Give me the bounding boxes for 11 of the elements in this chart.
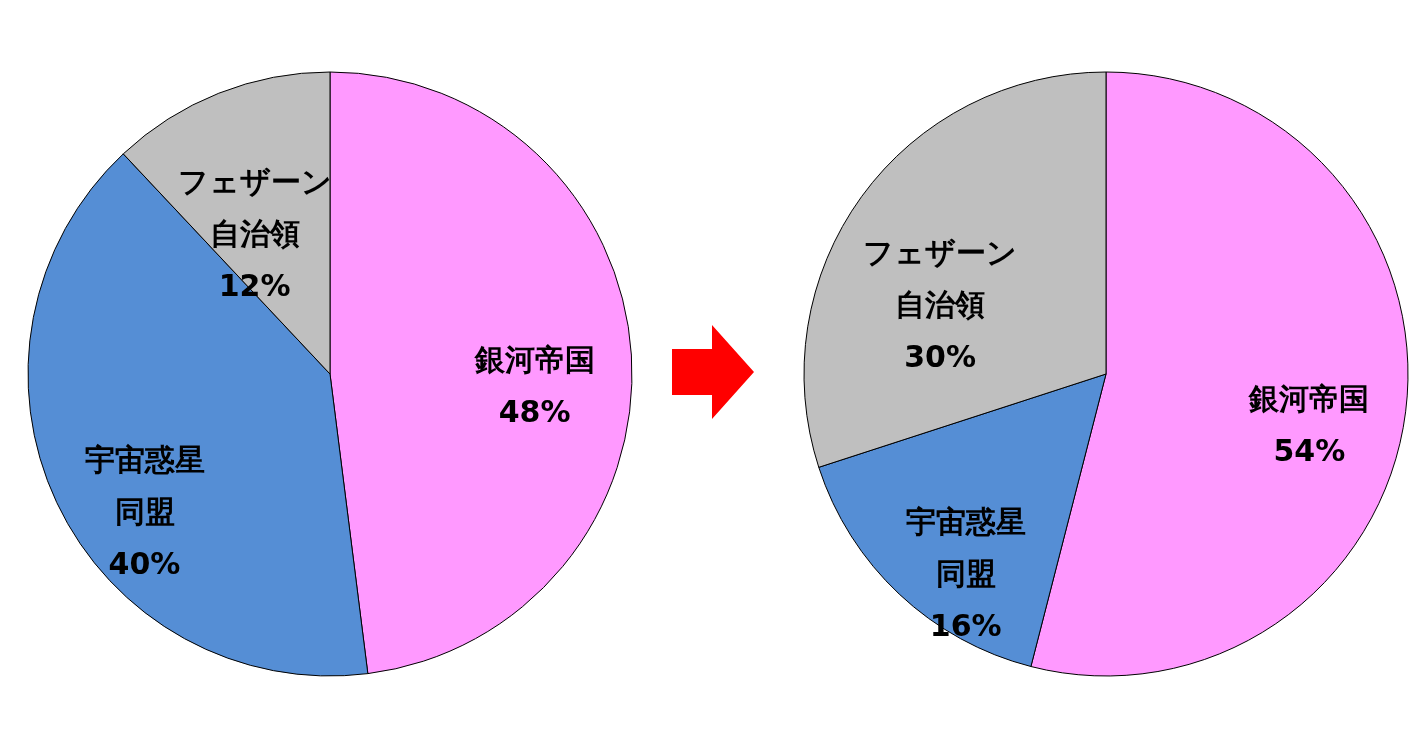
data-label: 30%	[904, 338, 977, 374]
slice-label: 宇宙惑星同盟	[905, 504, 1026, 592]
slice-label: フェザーン自治領	[177, 164, 332, 252]
slice-label: 銀河帝国	[473, 342, 595, 378]
slice-label: 銀河帝国	[1248, 380, 1370, 416]
data-label: 16%	[929, 608, 1002, 644]
data-label: 40%	[108, 546, 181, 582]
data-label: 54%	[1273, 432, 1346, 468]
data-label: 48%	[498, 394, 571, 430]
slice-label: フェザーン自治領	[863, 234, 1018, 322]
slice-label: 宇宙惑星同盟	[84, 442, 205, 530]
